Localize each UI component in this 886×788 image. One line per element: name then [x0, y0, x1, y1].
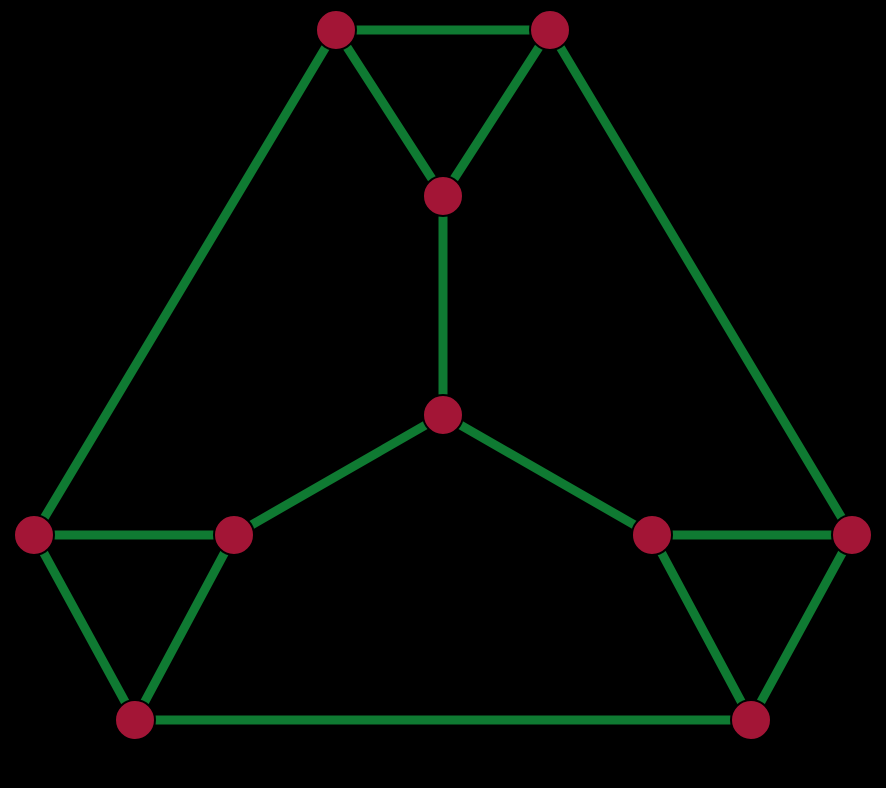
graph-edge — [550, 30, 852, 535]
graph-edge — [652, 535, 751, 720]
graph-node — [316, 10, 356, 50]
graph-edge — [135, 535, 234, 720]
graph-node — [731, 700, 771, 740]
graph-node — [214, 515, 254, 555]
graph-edge — [234, 415, 443, 535]
graph-edge — [443, 30, 550, 196]
graph-node — [423, 395, 463, 435]
graph-node — [14, 515, 54, 555]
graph-edge — [751, 535, 852, 720]
edges-layer — [34, 30, 852, 720]
graph-node — [423, 176, 463, 216]
graph-node — [530, 10, 570, 50]
graph-diagram — [0, 0, 886, 788]
graph-edge — [34, 535, 135, 720]
graph-edge — [34, 30, 336, 535]
graph-node — [632, 515, 672, 555]
graph-edge — [443, 415, 652, 535]
graph-node — [832, 515, 872, 555]
graph-node — [115, 700, 155, 740]
graph-edge — [336, 30, 443, 196]
